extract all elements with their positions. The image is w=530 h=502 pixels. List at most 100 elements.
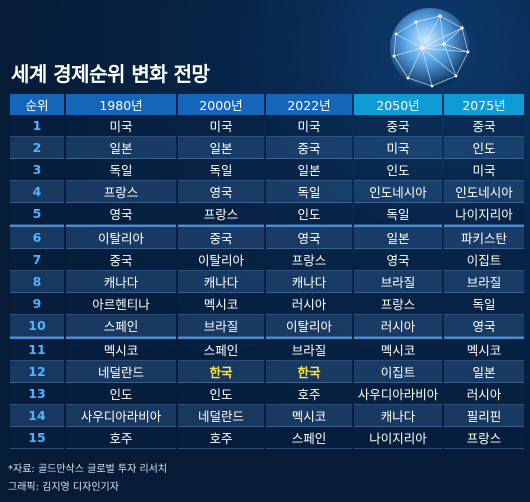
table-row: 7 중국 이탈리아 프랑스 영국 이집트	[10, 249, 524, 271]
cell-rank: 1	[10, 115, 64, 137]
cell-country-2075: 멕시코	[444, 337, 524, 361]
cell-country-2000: 프랑스	[178, 203, 264, 225]
table-row: 4 프랑스 영국 독일 인도네시아 인도네시아	[10, 181, 524, 203]
globe-network-icon	[390, 8, 470, 88]
table-row: 15 호주 호주 스페인 나이지리아 프랑스	[10, 427, 524, 449]
cell-rank: 9	[10, 293, 64, 315]
header-2050: 2050년	[354, 94, 442, 115]
table-row: 6 이탈리아 중국 영국 일본 파키스탄	[10, 225, 524, 249]
table-row: 2 일본 일본 중국 미국 인도	[10, 137, 524, 159]
cell-country-2075: 중국	[444, 115, 524, 137]
cell-country-2022: 일본	[266, 159, 352, 181]
cell-country-2000: 캐나다	[178, 271, 264, 293]
cell-country-2000: 네덜란드	[178, 405, 264, 427]
cell-country-2000: 독일	[178, 159, 264, 181]
cell-country-2075: 이집트	[444, 249, 524, 271]
cell-country-2050: 인도네시아	[354, 181, 442, 203]
cell-country-2050: 인도	[354, 159, 442, 181]
cell-rank: 5	[10, 203, 64, 225]
table-row: 10 스페인 브라질 이탈리아 러시아 영국	[10, 315, 524, 337]
header-rank: 순위	[10, 94, 64, 115]
table-row: 12 네덜란드 한국 한국 이집트 일본	[10, 361, 524, 383]
cell-country-2050: 러시아	[354, 315, 442, 337]
cell-country-2050: 나이지리아	[354, 427, 442, 449]
cell-country-2022: 독일	[266, 181, 352, 203]
table-row: 1 미국 미국 미국 중국 중국	[10, 115, 524, 137]
cell-country-2022: 미국	[266, 115, 352, 137]
cell-country-2022: 캐나다	[266, 271, 352, 293]
cell-country-1980: 호주	[66, 427, 176, 449]
cell-country-2075: 브라질	[444, 271, 524, 293]
cell-country-2000: 미국	[178, 115, 264, 137]
cell-country-2075: 러시아	[444, 383, 524, 405]
page-title: 세계 경제순위 변화 전망	[11, 62, 210, 86]
cell-country-2050: 멕시코	[354, 337, 442, 361]
cell-country-1980: 프랑스	[66, 181, 176, 203]
cell-country-2022: 인도	[266, 203, 352, 225]
table-row: 9 아르헨티나 멕시코 러시아 프랑스 독일	[10, 293, 524, 315]
cell-country-1980: 아르헨티나	[66, 293, 176, 315]
cell-country-2075: 파키스탄	[444, 225, 524, 249]
cell-rank: 8	[10, 271, 64, 293]
cell-country-2050: 미국	[354, 137, 442, 159]
cell-rank: 7	[10, 249, 64, 271]
cell-rank: 13	[10, 383, 64, 405]
cell-country-1980: 캐나다	[66, 271, 176, 293]
cell-country-2022: 멕시코	[266, 405, 352, 427]
cell-country-2022: 중국	[266, 137, 352, 159]
cell-country-2075: 미국	[444, 159, 524, 181]
cell-country-2022: 한국	[266, 361, 352, 383]
cell-country-2050: 브라질	[354, 271, 442, 293]
cell-country-1980: 이탈리아	[66, 225, 176, 249]
cell-country-2022: 브라질	[266, 337, 352, 361]
cell-rank: 6	[10, 225, 64, 249]
cell-country-2075: 영국	[444, 315, 524, 337]
cell-country-2075: 프랑스	[444, 427, 524, 449]
cell-country-2022: 프랑스	[266, 249, 352, 271]
cell-country-2000: 인도	[178, 383, 264, 405]
table-row: 11 멕시코 스페인 브라질 멕시코 멕시코	[10, 337, 524, 361]
cell-country-2022: 호주	[266, 383, 352, 405]
table-row: 13 인도 인도 호주 사우디아라비아 러시아	[10, 383, 524, 405]
cell-country-2050: 이집트	[354, 361, 442, 383]
cell-country-2050: 캐나다	[354, 405, 442, 427]
cell-country-1980: 미국	[66, 115, 176, 137]
cell-country-2000: 이탈리아	[178, 249, 264, 271]
cell-country-2075: 독일	[444, 293, 524, 315]
cell-country-2022: 러시아	[266, 293, 352, 315]
cell-country-1980: 영국	[66, 203, 176, 225]
cell-rank: 3	[10, 159, 64, 181]
cell-country-1980: 중국	[66, 249, 176, 271]
cell-country-1980: 네덜란드	[66, 361, 176, 383]
ranking-table: 순위 1980년 2000년 2022년 2050년 2075년 1 미국 미국 미국…	[8, 94, 526, 449]
cell-country-2000: 일본	[178, 137, 264, 159]
cell-country-2050: 영국	[354, 249, 442, 271]
cell-country-2022: 스페인	[266, 427, 352, 449]
cell-country-2050: 프랑스	[354, 293, 442, 315]
cell-country-2075: 나이지리아	[444, 203, 524, 225]
cell-country-2050: 일본	[354, 225, 442, 249]
table-row: 5 영국 프랑스 인도 독일 나이지리아	[10, 203, 524, 225]
table-row: 14 사우디아라비아 네덜란드 멕시코 캐나다 필리핀	[10, 405, 524, 427]
cell-country-1980: 일본	[66, 137, 176, 159]
cell-country-1980: 인도	[66, 383, 176, 405]
cell-rank: 15	[10, 427, 64, 449]
cell-country-2022: 이탈리아	[266, 315, 352, 337]
header-2075: 2075년	[444, 94, 524, 115]
cell-rank: 2	[10, 137, 64, 159]
cell-country-2075: 일본	[444, 361, 524, 383]
cell-country-1980: 멕시코	[66, 337, 176, 361]
cell-rank: 11	[10, 337, 64, 361]
cell-rank: 4	[10, 181, 64, 203]
graphic-credit: 그래픽: 김지영 디자인기자	[8, 482, 119, 493]
source-note: *자료: 골드만삭스 글로벌 투자 리서치	[8, 464, 168, 475]
cell-country-2000: 한국	[178, 361, 264, 383]
cell-country-2050: 독일	[354, 203, 442, 225]
cell-country-2050: 사우디아라비아	[354, 383, 442, 405]
cell-rank: 12	[10, 361, 64, 383]
cell-country-2000: 호주	[178, 427, 264, 449]
cell-country-2000: 스페인	[178, 337, 264, 361]
cell-country-2000: 멕시코	[178, 293, 264, 315]
cell-country-2075: 인도	[444, 137, 524, 159]
header-2022: 2022년	[266, 94, 352, 115]
